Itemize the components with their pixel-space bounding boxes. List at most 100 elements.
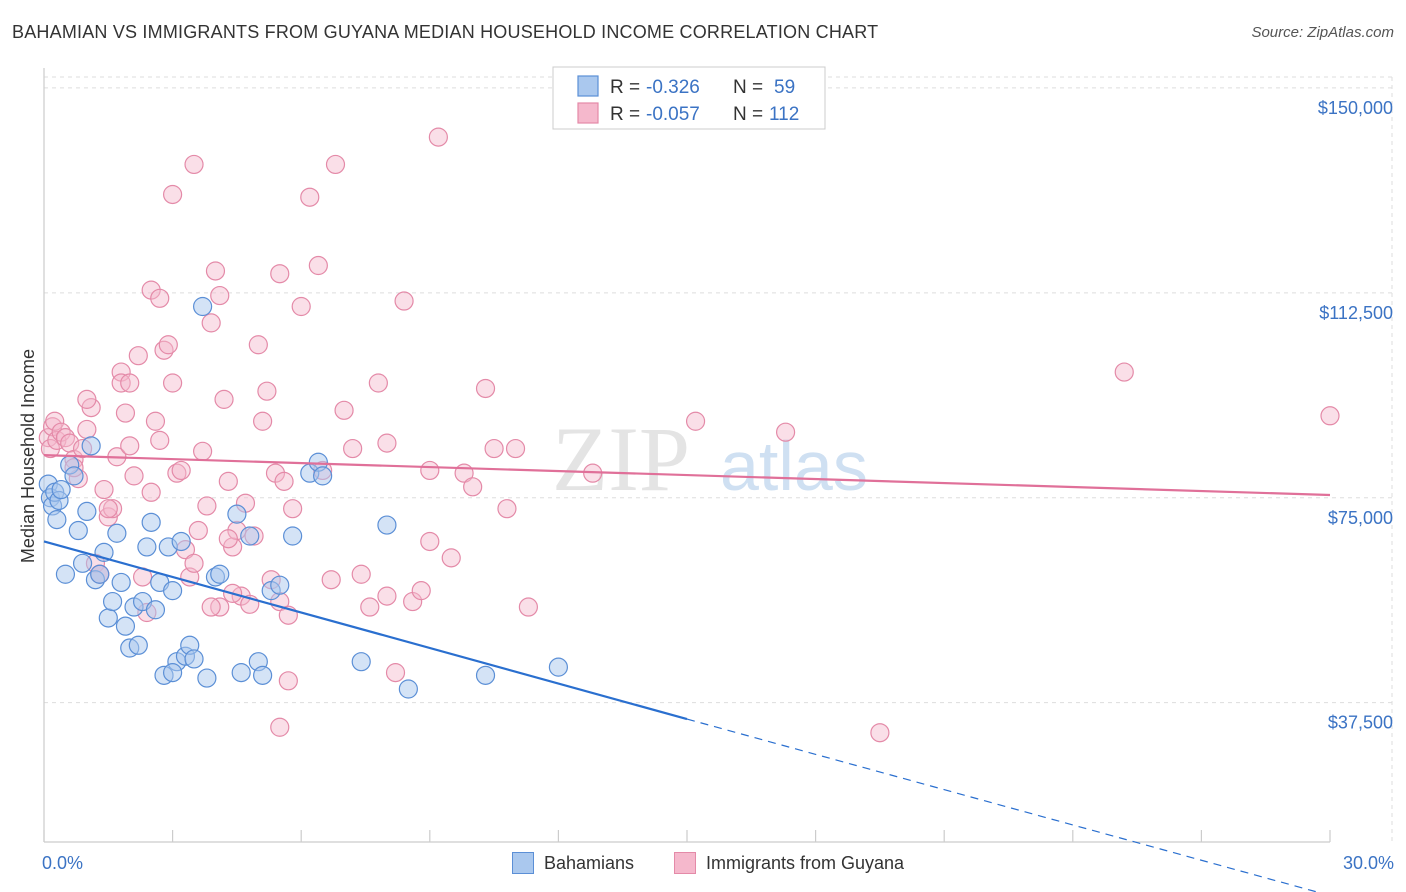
trend-line-guyana xyxy=(43,454,1331,497)
series-immigrants-from-guyana xyxy=(38,127,1340,743)
point-guyana xyxy=(270,717,290,737)
point-guyana xyxy=(283,499,303,519)
point-guyana xyxy=(184,553,204,573)
point-guyana xyxy=(351,564,371,584)
trend-line-bahamians xyxy=(43,540,688,721)
legend-n-value-blue: 59 xyxy=(774,77,795,98)
point-guyana xyxy=(77,419,97,440)
point-bahamian xyxy=(115,616,136,636)
point-bahamian xyxy=(475,665,496,685)
point-bahamian xyxy=(283,526,303,546)
point-guyana xyxy=(270,264,290,284)
point-bahamian xyxy=(81,436,101,456)
point-guyana xyxy=(441,548,461,568)
point-guyana xyxy=(120,436,140,456)
point-bahamian xyxy=(141,512,161,532)
point-guyana xyxy=(124,466,144,486)
point-guyana xyxy=(184,154,204,175)
point-bahamian xyxy=(163,581,183,601)
point-bahamian xyxy=(163,663,183,683)
point-guyana xyxy=(102,499,123,519)
point-guyana xyxy=(685,411,706,431)
legend-item-guyana: Immigrants from Guyana xyxy=(674,852,904,874)
point-bahamian xyxy=(197,668,217,688)
point-guyana xyxy=(497,499,517,519)
point-guyana xyxy=(214,389,234,409)
point-guyana xyxy=(475,378,496,399)
point-guyana xyxy=(188,520,208,541)
legend-swatch-pink xyxy=(577,102,599,124)
point-bahamian xyxy=(47,510,67,530)
point-bahamian xyxy=(90,564,110,584)
point-guyana xyxy=(463,477,483,497)
point-guyana xyxy=(420,531,440,552)
tick-labels: $37,500 $75,000 $112,500 $150,000 0.0% 30.0% xyxy=(42,98,1394,873)
point-guyana xyxy=(193,441,213,461)
point-bahamian xyxy=(240,526,260,546)
point-guyana xyxy=(325,154,346,175)
point-guyana xyxy=(428,127,448,147)
point-bahamian xyxy=(98,608,118,628)
point-guyana xyxy=(368,373,388,393)
point-guyana xyxy=(505,438,526,459)
watermark: ZIP atlas xyxy=(552,408,868,510)
watermark-atlas: atlas xyxy=(720,427,868,505)
point-guyana xyxy=(201,597,221,617)
legend-swatch-blue xyxy=(577,75,599,97)
point-bahamian xyxy=(107,523,127,543)
correlation-legend: R = -0.326 N = 59 R = -0.057 N = 112 xyxy=(552,66,826,130)
point-guyana xyxy=(218,529,238,549)
trend-lines xyxy=(43,454,1331,892)
point-bahamian xyxy=(68,520,88,541)
y-tick-label: $37,500 xyxy=(1328,713,1393,733)
point-guyana xyxy=(291,296,311,317)
point-guyana xyxy=(163,373,183,393)
point-guyana xyxy=(300,187,320,207)
point-guyana xyxy=(45,411,65,431)
point-guyana xyxy=(484,438,504,459)
point-bahamian xyxy=(111,572,131,593)
legend-label-guyana: Immigrants from Guyana xyxy=(706,852,905,873)
y-tick-label: $75,000 xyxy=(1328,508,1393,528)
point-bahamian xyxy=(184,649,204,669)
legend-n-label-pink: N = xyxy=(733,104,763,125)
point-bahamian xyxy=(145,600,166,620)
point-bahamian xyxy=(231,663,251,683)
point-guyana xyxy=(120,373,140,393)
point-guyana xyxy=(145,411,166,431)
point-bahamian xyxy=(351,652,371,672)
point-guyana xyxy=(334,400,354,420)
point-guyana xyxy=(343,438,363,459)
point-bahamian xyxy=(227,504,247,524)
point-guyana xyxy=(278,671,298,691)
point-guyana xyxy=(257,381,277,401)
y-tick-label: $150,000 xyxy=(1318,98,1393,118)
legend-label-bahamians: Bahamians xyxy=(544,852,635,873)
legend-r-label-blue: R = xyxy=(610,77,640,98)
x-tick-label-min: 0.0% xyxy=(42,853,83,873)
source-credit: Source: ZipAtlas.com xyxy=(1251,24,1394,41)
point-bahamian xyxy=(313,466,333,486)
point-guyana xyxy=(150,430,170,450)
point-guyana xyxy=(201,313,221,333)
point-bahamian xyxy=(210,564,230,584)
point-guyana xyxy=(197,496,217,516)
point-bahamian xyxy=(64,466,84,486)
point-bahamian xyxy=(377,515,397,535)
page-title: BAHAMIAN VS IMMIGRANTS FROM GUYANA MEDIA… xyxy=(12,22,879,42)
x-tick-label-max: 30.0% xyxy=(1343,853,1394,873)
point-bahamian xyxy=(253,665,273,685)
point-guyana xyxy=(128,346,148,366)
point-guyana xyxy=(870,723,890,743)
point-bahamian xyxy=(55,564,76,584)
point-guyana xyxy=(308,255,328,276)
point-guyana xyxy=(253,411,273,431)
point-bahamian xyxy=(72,553,93,573)
point-guyana xyxy=(94,479,114,500)
point-guyana xyxy=(77,389,97,409)
y-axis-label: Median Household Income xyxy=(18,349,38,563)
point-bahamian xyxy=(171,531,191,552)
point-guyana xyxy=(775,422,796,442)
point-bahamian xyxy=(137,537,157,557)
